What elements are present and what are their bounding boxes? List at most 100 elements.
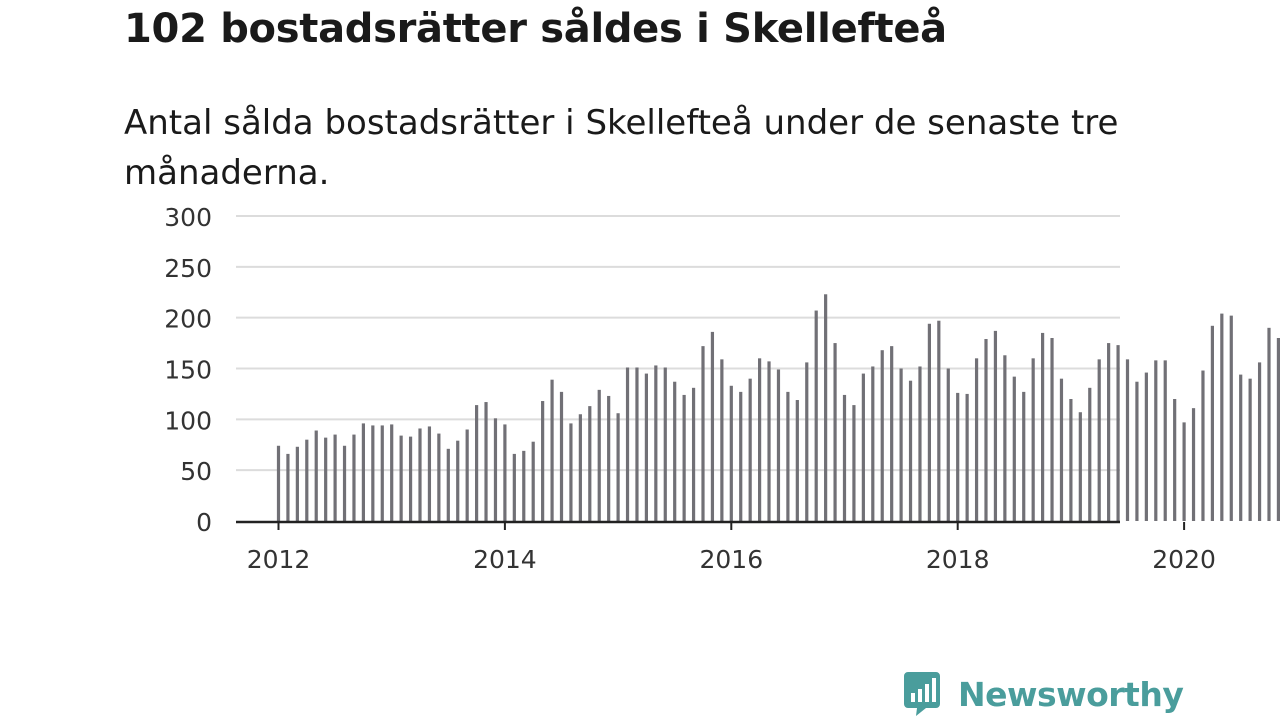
bar	[748, 378, 752, 521]
bar	[1125, 359, 1130, 521]
bar	[927, 323, 931, 521]
bar	[427, 426, 432, 521]
bar	[522, 450, 526, 521]
bar	[842, 394, 847, 521]
bar	[1078, 412, 1082, 521]
bar	[1088, 387, 1092, 521]
bar	[673, 381, 677, 521]
bar	[720, 359, 724, 521]
bar	[1257, 362, 1262, 521]
bar	[352, 434, 356, 521]
bars	[276, 294, 1280, 521]
bar	[890, 346, 894, 521]
bar	[1191, 408, 1196, 521]
bar	[1276, 338, 1280, 521]
bar	[1069, 399, 1073, 521]
bar	[663, 367, 667, 521]
x-axis-ticks: 20122014201620182020202220242026	[247, 522, 1216, 574]
bar	[437, 433, 441, 521]
bar	[729, 385, 733, 521]
bar	[361, 423, 365, 521]
bar	[701, 346, 705, 521]
y-tick-label: 300	[164, 203, 212, 232]
y-tick-label: 150	[164, 356, 212, 385]
bar	[1107, 343, 1111, 521]
bar	[654, 365, 658, 521]
bar	[993, 330, 998, 521]
bar	[418, 428, 422, 521]
bar	[616, 413, 620, 521]
bar	[475, 405, 479, 521]
bar	[1050, 338, 1054, 521]
bar	[1173, 399, 1177, 521]
chart-subtitle: Antal sålda bostadsrätter i Skellefteå u…	[124, 103, 1119, 193]
bar	[1154, 360, 1158, 521]
bar	[512, 453, 516, 521]
bar	[1144, 372, 1148, 521]
bar	[276, 445, 281, 521]
bar	[456, 440, 460, 521]
bar	[1135, 381, 1139, 521]
bar	[635, 367, 639, 521]
bar	[559, 391, 564, 521]
brand-logo: Newsworthy	[902, 670, 1184, 718]
bar	[644, 373, 648, 521]
bar	[786, 391, 790, 521]
bar	[1239, 374, 1243, 521]
bar	[484, 402, 488, 521]
bar	[880, 350, 884, 521]
bar	[1248, 378, 1252, 521]
bar	[710, 331, 715, 521]
bar	[824, 294, 828, 521]
newsworthy-logo-icon	[904, 672, 940, 716]
bar	[758, 358, 762, 521]
bar	[776, 369, 781, 521]
bar	[833, 343, 837, 521]
bar	[324, 437, 328, 521]
bar	[937, 320, 941, 521]
bar	[739, 391, 743, 521]
brand-name: Newsworthy	[958, 674, 1184, 714]
bar	[1041, 332, 1045, 521]
chart-title: 102 bostadsrätter såldes i Skellefteå	[124, 6, 947, 52]
bar	[871, 366, 875, 521]
bar	[333, 434, 337, 521]
bar	[286, 453, 290, 521]
bar	[1059, 378, 1064, 521]
bar	[918, 366, 922, 521]
bar	[399, 435, 403, 521]
bar	[607, 395, 611, 521]
bar	[295, 446, 299, 521]
bar	[1003, 355, 1007, 521]
bar	[1229, 315, 1233, 521]
bar	[965, 393, 969, 521]
bar	[908, 380, 913, 521]
bar	[408, 436, 413, 521]
bar	[314, 430, 318, 521]
y-tick-label: 200	[164, 305, 212, 334]
bar	[984, 339, 988, 521]
x-tick-label: 2018	[926, 545, 990, 574]
bar	[974, 358, 979, 521]
bar	[861, 373, 865, 521]
bar	[1031, 358, 1035, 521]
bar	[814, 310, 818, 521]
bar	[1220, 313, 1224, 521]
bar	[597, 389, 601, 521]
bar	[1267, 327, 1271, 521]
bar	[1012, 376, 1016, 521]
x-tick-label: 2020	[1152, 545, 1216, 574]
bar	[946, 368, 950, 521]
bar	[625, 367, 630, 521]
bar	[1163, 360, 1167, 521]
bar	[691, 387, 696, 521]
bar	[541, 401, 545, 521]
bar	[531, 441, 535, 521]
y-tick-label: 0	[196, 508, 212, 537]
bar	[1210, 325, 1214, 521]
bar	[682, 394, 686, 521]
bar	[1201, 370, 1205, 521]
bar	[503, 424, 507, 521]
x-tick-label: 2014	[473, 545, 537, 574]
